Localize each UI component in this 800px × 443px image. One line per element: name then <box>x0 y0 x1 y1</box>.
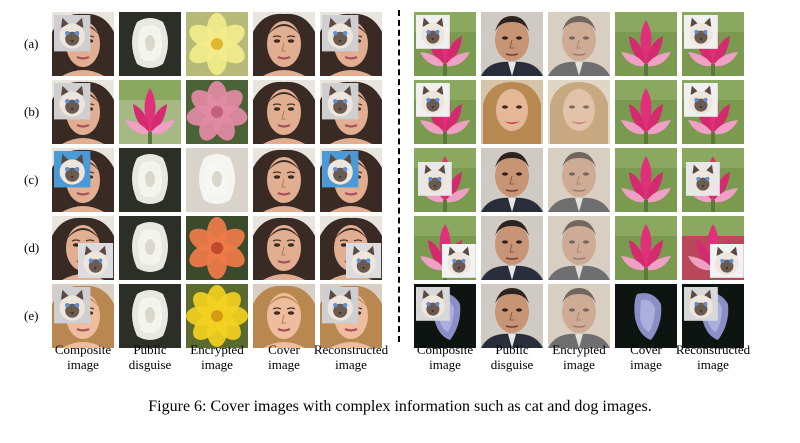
left-image-r4-c2 <box>119 216 181 280</box>
column-label-line: Encrypted <box>190 342 244 357</box>
row-label: (a) <box>24 36 39 51</box>
left-image-r5-c1 <box>52 284 114 348</box>
row-label: (c) <box>24 172 39 187</box>
right-image-r5-c2 <box>481 284 543 348</box>
right-image-r4-c3 <box>548 216 610 280</box>
column-label-line: image <box>630 357 662 372</box>
column-label-line: image <box>335 357 367 372</box>
left-image-r2-c1 <box>52 80 114 144</box>
left-image-r4-c5 <box>320 216 382 280</box>
column-label-line: Public <box>133 342 167 357</box>
column-label-line: disguise <box>128 357 172 372</box>
left-image-r1-c1 <box>52 12 114 76</box>
left-image-r1-c4 <box>253 12 315 76</box>
right-image-r2-c2 <box>481 80 543 144</box>
left-image-r5-c2 <box>119 284 181 348</box>
right-image-r1-c4 <box>615 12 677 76</box>
right-image-r5-c5 <box>682 284 744 348</box>
row-label: (b) <box>24 104 40 119</box>
figure-caption: Figure 6: Cover images with complex info… <box>148 398 652 415</box>
right-column-label: Cover image <box>600 342 692 372</box>
left-image-r4-c1 <box>52 216 114 280</box>
left-image-r3-c5 <box>320 148 382 212</box>
column-label-line: Reconstructed <box>675 342 751 357</box>
column-label-line: image <box>429 357 461 372</box>
left-image-r1-c2 <box>119 12 181 76</box>
column-label-line: image <box>563 357 595 372</box>
right-column-label: Composite image <box>399 342 491 372</box>
right-image-r1-c2 <box>481 12 543 76</box>
left-column-label: Cover image <box>238 342 330 372</box>
column-label-line: Encrypted <box>552 342 606 357</box>
column-label-line: Reconstructed <box>313 342 389 357</box>
column-label-line: Composite <box>416 342 474 357</box>
column-label-line: image <box>268 357 300 372</box>
left-column-label: Encrypted image <box>171 342 263 372</box>
right-column-label: Public disguise <box>466 342 558 372</box>
left-image-r2-c3 <box>186 80 248 144</box>
right-image-r2-c5 <box>682 80 744 144</box>
left-image-r2-c5 <box>320 80 382 144</box>
right-image-r4-c1 <box>414 216 476 280</box>
column-label-line: image <box>67 357 99 372</box>
left-image-r1-c3 <box>186 12 248 76</box>
left-image-r1-c5 <box>320 12 382 76</box>
right-image-r4-c2 <box>481 216 543 280</box>
right-image-r5-c4 <box>615 284 677 348</box>
column-label-line: image <box>697 357 729 372</box>
left-image-r3-c4 <box>253 148 315 212</box>
right-image-r4-c4 <box>615 216 677 280</box>
column-label-line: disguise <box>490 357 534 372</box>
right-image-r1-c1 <box>414 12 476 76</box>
row-label: (d) <box>24 240 40 255</box>
right-image-r5-c3 <box>548 284 610 348</box>
left-image-r3-c3 <box>186 148 248 212</box>
left-image-r5-c5 <box>320 284 382 348</box>
left-image-r2-c2 <box>119 80 181 144</box>
left-column-label: Reconstructed image <box>305 342 397 372</box>
right-image-r1-c5 <box>682 12 744 76</box>
column-label-line: Cover <box>630 342 662 357</box>
column-label-line: Composite <box>54 342 112 357</box>
left-image-r4-c4 <box>253 216 315 280</box>
right-image-r5-c1 <box>414 284 476 348</box>
left-image-r4-c3 <box>186 216 248 280</box>
right-image-r3-c1 <box>414 148 476 212</box>
right-image-r3-c5 <box>682 148 744 212</box>
right-image-r2-c4 <box>615 80 677 144</box>
dashed-divider <box>398 10 400 342</box>
left-image-r3-c2 <box>119 148 181 212</box>
right-image-r2-c1 <box>414 80 476 144</box>
left-image-r5-c4 <box>253 284 315 348</box>
row-label: (e) <box>24 308 39 323</box>
right-image-r1-c3 <box>548 12 610 76</box>
left-image-r2-c4 <box>253 80 315 144</box>
right-image-r3-c2 <box>481 148 543 212</box>
column-label-line: Public <box>495 342 529 357</box>
right-image-r3-c3 <box>548 148 610 212</box>
right-column-label: Reconstructed image <box>667 342 759 372</box>
right-column-label: Encrypted image <box>533 342 625 372</box>
column-label-line: image <box>201 357 233 372</box>
left-image-r5-c3 <box>186 284 248 348</box>
right-image-r4-c5 <box>682 216 744 280</box>
left-column-label: Composite image <box>37 342 129 372</box>
column-label-line: Cover <box>268 342 300 357</box>
right-image-r3-c4 <box>615 148 677 212</box>
right-image-r2-c3 <box>548 80 610 144</box>
left-column-label: Public disguise <box>104 342 196 372</box>
left-image-r3-c1 <box>52 148 114 212</box>
